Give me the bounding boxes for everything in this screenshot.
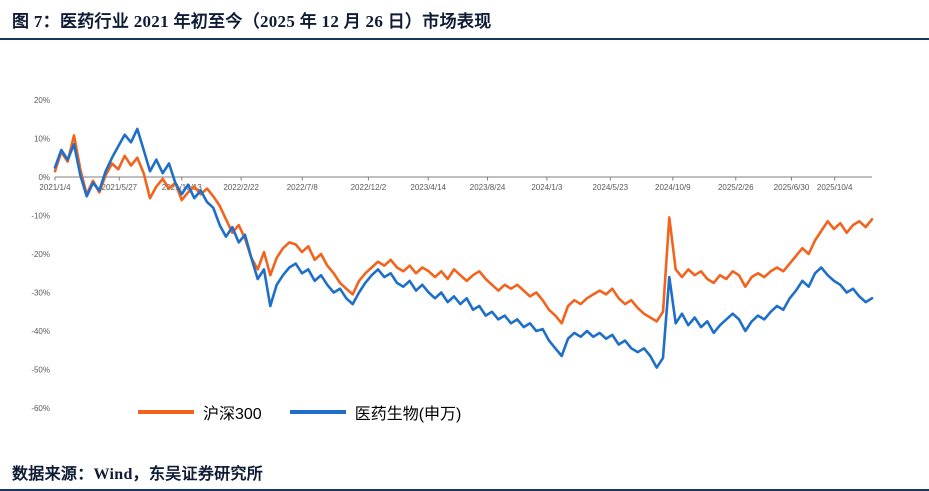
y-axis-label: 20% — [34, 96, 50, 105]
y-axis-label: 10% — [34, 135, 50, 144]
chart-area: 20% 10% 0% -10% -20% -30% -40% -50% -60% 2021/1/4… — [0, 40, 929, 432]
x-axis-label: 2025/6/30 — [774, 183, 810, 192]
y-axis-label: 0% — [38, 173, 50, 182]
legend-line-swatch-pharma — [289, 410, 346, 414]
x-axis-label: 2025/2/26 — [718, 183, 754, 192]
x-axis-label: 2025/10/4 — [817, 183, 853, 192]
series-line-1 — [53, 127, 874, 369]
legend-item-pharma: 医药生物(申万) — [289, 400, 462, 424]
x-axis-label: 2022/7/8 — [287, 183, 319, 192]
y-axis-label: -60% — [31, 404, 50, 413]
x-axis-label: 2023/4/14 — [410, 183, 446, 192]
performance-line-chart: 20% 10% 0% -10% -20% -30% -40% -50% -60% 2021/1/4… — [31, 96, 874, 413]
x-axis-label: 2024/5/23 — [593, 183, 629, 192]
x-axis-label: 2022/2/22 — [223, 183, 259, 192]
figure-footer: 数据来源：Wind，东吴证券研究所 — [0, 460, 929, 489]
figure-header: 图 7：医药行业 2021 年初至今（2025 年 12 月 26 日）市场表现 — [0, 0, 929, 40]
y-axis-label: -50% — [31, 366, 50, 375]
legend-label-hs300: 沪深300 — [203, 406, 262, 423]
x-axis-label: 2021/1/4 — [39, 183, 71, 192]
chart-legend: 沪深300 医药生物(申万) — [138, 400, 461, 424]
legend-label-pharma: 医药生物(申万) — [354, 406, 462, 423]
bottom-rule — [0, 489, 929, 491]
y-axis-label: -10% — [31, 212, 50, 221]
legend-item-hs300: 沪深300 — [138, 400, 262, 424]
x-axis-label: 2023/8/24 — [470, 183, 506, 192]
y-axis-label: -40% — [31, 327, 50, 336]
x-axis-label: 2022/12/2 — [351, 183, 387, 192]
x-axis-label: 2021/5/27 — [102, 183, 138, 192]
figure-title: 图 7：医药行业 2021 年初至今（2025 年 12 月 26 日）市场表现 — [12, 12, 492, 31]
data-source-text: 数据来源：Wind，东吴证券研究所 — [12, 466, 264, 483]
legend-line-swatch-hs300 — [138, 410, 194, 414]
x-axis-label: 2024/10/9 — [655, 183, 691, 192]
y-axis-label: -20% — [31, 250, 50, 259]
x-axis-label: 2024/1/3 — [531, 183, 563, 192]
y-axis-label: -30% — [31, 289, 50, 298]
series-line-0 — [53, 134, 874, 325]
x-axis-label: 2021/10/13 — [162, 183, 203, 192]
